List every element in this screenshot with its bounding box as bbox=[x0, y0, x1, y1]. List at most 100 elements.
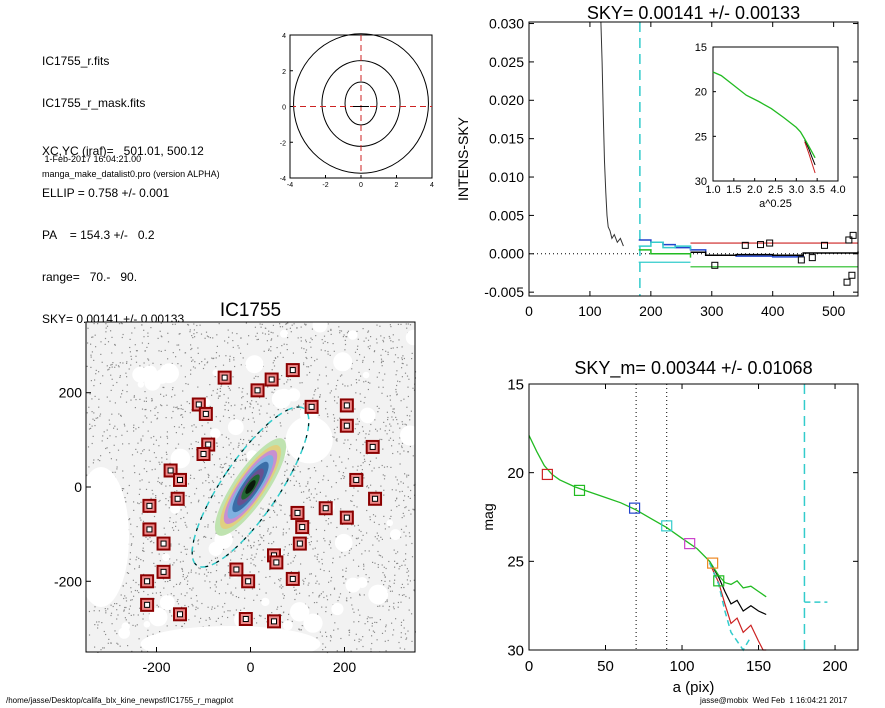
noise-pixel bbox=[350, 597, 352, 599]
noise-pixel bbox=[186, 583, 188, 585]
noise-pixel bbox=[374, 536, 376, 538]
noise-pixel bbox=[180, 518, 182, 520]
noise-pixel bbox=[259, 543, 261, 545]
noise-pixel bbox=[384, 523, 386, 525]
noise-pixel bbox=[287, 554, 289, 556]
noise-pixel bbox=[310, 541, 312, 543]
noise-pixel bbox=[407, 575, 410, 577]
noise-pixel bbox=[105, 323, 107, 325]
noise-pixel bbox=[371, 617, 373, 619]
noise-pixel bbox=[399, 453, 401, 455]
inset-green-curve bbox=[712, 71, 816, 159]
noise-pixel bbox=[355, 423, 357, 425]
noise-pixel bbox=[144, 409, 146, 411]
noise-pixel bbox=[246, 343, 249, 345]
noise-pixel bbox=[244, 408, 246, 410]
noise-pixel bbox=[382, 572, 384, 574]
noise-pixel bbox=[393, 602, 395, 604]
masked-star-center bbox=[299, 524, 306, 531]
noise-pixel bbox=[321, 339, 323, 341]
noise-pixel bbox=[291, 324, 293, 326]
noise-pixel bbox=[208, 625, 210, 627]
noise-pixel bbox=[119, 645, 121, 647]
noise-pixel bbox=[351, 524, 353, 526]
noise-pixel bbox=[334, 622, 336, 624]
noise-pixel bbox=[220, 483, 222, 486]
noise-pixel bbox=[242, 357, 244, 359]
noise-pixel bbox=[148, 613, 150, 615]
noise-pixel bbox=[376, 405, 378, 407]
noise-pixel bbox=[387, 419, 389, 421]
noise-pixel bbox=[128, 368, 130, 370]
noise-pixel bbox=[328, 581, 330, 583]
noise-pixel bbox=[288, 613, 290, 615]
noise-pixel bbox=[369, 345, 371, 347]
noise-pixel bbox=[286, 469, 288, 471]
noise-pixel bbox=[293, 484, 295, 486]
noise-pixel bbox=[270, 339, 272, 341]
noise-pixel bbox=[246, 558, 248, 560]
noise-pixel bbox=[251, 430, 253, 432]
noise-pixel bbox=[235, 587, 237, 589]
noise-pixel bbox=[112, 362, 114, 364]
noise-pixel bbox=[388, 429, 391, 431]
sky-point bbox=[843, 278, 851, 286]
noise-pixel bbox=[262, 515, 264, 517]
noise-pixel bbox=[308, 607, 310, 609]
noise-pixel bbox=[130, 614, 132, 616]
noise-pixel bbox=[275, 436, 277, 438]
noise-pixel bbox=[193, 323, 195, 325]
noise-pixel bbox=[366, 486, 368, 488]
mask-blob bbox=[303, 613, 323, 633]
noise-pixel bbox=[406, 637, 408, 639]
noise-pixel bbox=[361, 539, 363, 541]
noise-pixel bbox=[195, 595, 198, 597]
noise-pixel bbox=[135, 355, 137, 357]
noise-pixel bbox=[356, 469, 358, 471]
noise-pixel bbox=[116, 618, 118, 620]
noise-pixel bbox=[402, 423, 404, 425]
noise-pixel bbox=[394, 579, 396, 581]
noise-pixel bbox=[109, 367, 111, 369]
noise-pixel bbox=[330, 547, 332, 549]
noise-pixel bbox=[380, 335, 382, 337]
noise-pixel bbox=[165, 498, 167, 500]
noise-pixel bbox=[197, 386, 199, 388]
noise-pixel bbox=[244, 589, 246, 591]
noise-pixel bbox=[92, 336, 94, 338]
noise-pixel bbox=[293, 475, 295, 477]
noise-pixel bbox=[407, 486, 409, 488]
noise-pixel bbox=[115, 364, 117, 366]
noise-pixel bbox=[228, 444, 230, 446]
noise-pixel bbox=[125, 597, 127, 599]
noise-pixel bbox=[177, 599, 179, 601]
noise-pixel bbox=[401, 442, 404, 444]
noise-pixel bbox=[227, 610, 229, 612]
noise-pixel bbox=[145, 397, 147, 399]
noise-pixel bbox=[229, 360, 231, 362]
noise-pixel bbox=[377, 605, 379, 607]
noise-pixel bbox=[86, 412, 88, 414]
noise-pixel bbox=[223, 463, 226, 465]
noise-pixel bbox=[277, 409, 279, 411]
noise-pixel bbox=[349, 448, 351, 450]
noise-pixel bbox=[148, 364, 150, 366]
noise-pixel bbox=[186, 592, 188, 594]
noise-pixel bbox=[159, 560, 161, 562]
noise-pixel bbox=[151, 552, 153, 554]
noise-pixel bbox=[198, 499, 200, 501]
noise-pixel bbox=[382, 339, 384, 341]
noise-pixel bbox=[133, 424, 135, 426]
noise-pixel bbox=[275, 501, 277, 503]
noise-pixel bbox=[330, 614, 333, 616]
noise-pixel bbox=[90, 354, 92, 356]
noise-pixel bbox=[366, 618, 368, 620]
noise-pixel bbox=[106, 437, 109, 439]
noise-pixel bbox=[397, 423, 399, 425]
noise-pixel bbox=[392, 347, 394, 349]
noise-pixel bbox=[218, 593, 220, 595]
noise-pixel bbox=[201, 425, 203, 427]
noise-pixel bbox=[208, 482, 210, 484]
noise-pixel bbox=[201, 602, 203, 605]
noise-pixel bbox=[333, 417, 336, 419]
